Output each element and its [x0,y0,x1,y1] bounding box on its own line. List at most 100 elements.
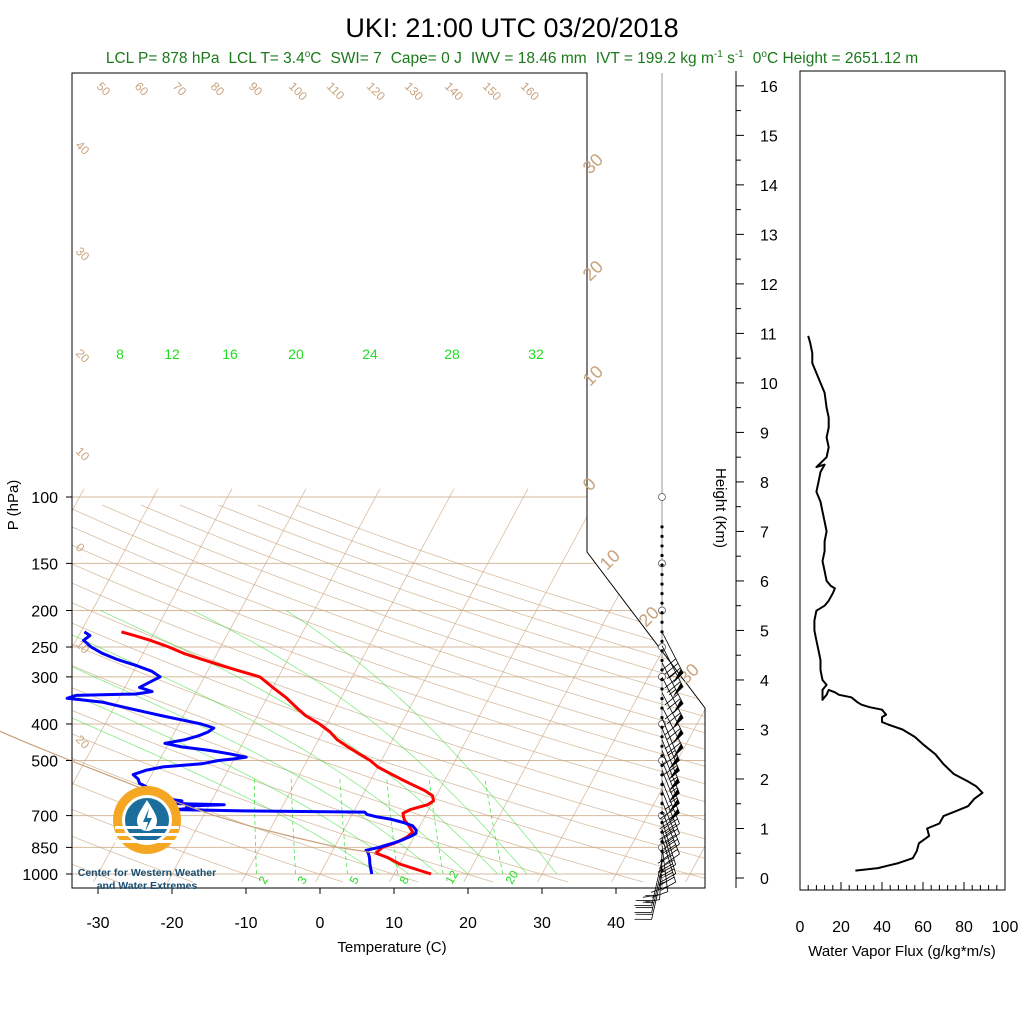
sounding-profiles [0,630,435,876]
mixing-ratio-label: 2 [255,873,271,886]
height-tick-label: 6 [760,574,769,591]
moist-adiabat-line [72,610,410,875]
isotherm-label-left: 10 [73,444,93,464]
flux-x-tick-label: 80 [955,919,973,936]
cape-value: Cape= 0 J [391,50,462,67]
dry-adiabat-line [72,504,705,883]
wind-level-dot [660,525,664,529]
barb-flag [672,729,684,745]
x-axis-title: Temperature (C) [337,939,446,956]
flux-x-tick-label: 20 [832,919,850,936]
barb-full [665,823,680,834]
logo-wave-2 [115,833,179,836]
dry-adiabat-line [72,504,705,883]
lcl-pressure: LCL P= 878 hPa [106,50,220,67]
dry-adiabat-line [72,504,705,883]
mixing-ratio-line [339,779,348,875]
height-tick-label: 9 [760,425,769,442]
moist-adiabat-line [100,610,498,875]
isotherm-line [537,488,705,883]
mixing-ratio-label: 3 [294,873,310,886]
logo-wave-3 [115,840,179,843]
barb-full [659,818,674,830]
barb-flag [672,743,684,759]
barb-full [634,918,652,920]
y-tick-label: 1000 [22,867,58,884]
barb-shaft [661,706,684,749]
barb-shaft [651,860,663,906]
height-tick-label: 14 [760,178,778,195]
barb-shaft [661,631,684,674]
barb-full [634,905,652,907]
barb-full [663,818,678,829]
wind-barb [659,780,680,834]
dry-adiabat-line [72,504,344,883]
degree-mark: o [305,49,311,60]
barb-shaft [661,820,677,865]
wind-level-dot [660,620,664,624]
barb-shaft [661,727,680,772]
barb-full [635,913,653,915]
wind-level-dot [660,763,664,767]
dry-adiabat-line [218,504,705,883]
barb-full [661,813,676,825]
barb-shaft [651,873,663,920]
moist-adiabat-label: 32 [528,346,544,362]
x-tick-label: 30 [533,915,551,932]
barb-full [664,737,679,750]
dry-adiabat-line [72,504,705,883]
flux-series [807,335,984,872]
wind-barb [634,867,663,914]
isotherm-label-left: 0 [73,540,88,555]
wind-level-dot [660,592,664,596]
barb-flag [672,713,684,729]
moist-adiabat-label: 28 [444,346,460,362]
barb-full [635,907,653,909]
ivt-value: IVT = 199.2 kg m [596,50,714,67]
dry-adiabat-line [257,504,705,883]
barb-half [666,839,674,845]
barb-flag [668,798,680,813]
iwv-value: IWV = 18.46 mm [471,50,587,67]
height-tick-label: 8 [760,475,769,492]
dry-adiabat-line [72,504,194,883]
x-tick-label: -20 [160,915,183,932]
mixing-ratio-label: 12 [442,868,461,887]
y-tick-label: 100 [31,490,58,507]
wind-barb [661,760,680,813]
dry-adiabat-line [72,504,705,883]
moist-adiabat-line [192,610,528,875]
y-tick-label: 200 [31,603,58,620]
mixing-ratio-label: 5 [346,873,362,886]
barb-full [663,848,678,860]
wind-barb [661,645,684,698]
barb-flag [668,778,680,792]
moist-adiabat-label: 16 [222,346,238,362]
x-tick-label: 10 [385,915,403,932]
wind-level-dot [660,782,664,787]
barb-full [635,900,653,902]
height-axis-title: Height (Km) [712,468,729,548]
height-tick-label: 0 [760,871,769,888]
height-tick-label: 15 [760,128,778,145]
height-tick-label: 4 [760,673,769,690]
barb-full [666,728,681,740]
wind-level-dot [660,725,664,729]
dry-adiabat-label: 100 [286,79,310,103]
barb-shaft [661,845,669,892]
barb-shaft [661,837,677,883]
barb-full [650,886,668,893]
moist-adiabat-label: 8 [116,346,124,362]
barb-shaft [661,692,684,735]
barb-flag [668,766,680,781]
barb-half [645,895,654,897]
ivt-exponent-2: -1 [735,49,744,60]
flux-x-tick-label: 60 [914,919,932,936]
barb-half [669,797,678,804]
wind-level-circle [658,493,666,501]
moist-adiabat-line [72,610,380,875]
dry-adiabat-label: 60 [132,79,152,99]
y-tick-label: 150 [31,556,58,573]
